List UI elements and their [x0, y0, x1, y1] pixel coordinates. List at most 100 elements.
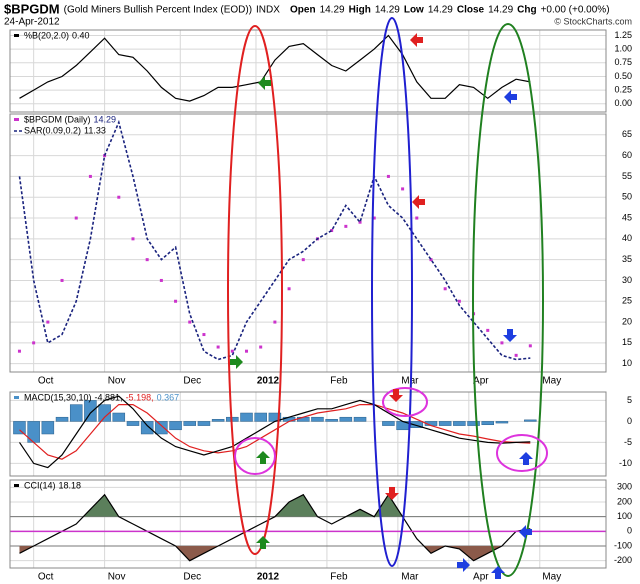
panel: -200 -100 0 100 200 300 Oct Nov Dec 2012 Feb Mar Apr…: [9, 479, 632, 583]
header-text: 14.29: [428, 5, 453, 16]
legend: $BPGDM (Daily) 14.29 SAR(0.09,0.2) 11.33: [14, 114, 116, 135]
plot-area: [19, 34, 531, 102]
y-tick-label: 40: [622, 233, 632, 243]
histogram-bar: [84, 400, 97, 422]
histogram-bar: [311, 416, 324, 422]
price-point: [443, 287, 447, 291]
y-tick-label: 35: [622, 254, 632, 264]
price-point: [429, 258, 433, 262]
x-tick-label: Oct: [38, 376, 54, 387]
y-tick-label: -100: [614, 540, 632, 550]
price-point: [372, 216, 376, 220]
price-point: [273, 320, 277, 324]
plot-area: [13, 395, 537, 469]
legend-text: MACD(15,30,10): [24, 392, 92, 402]
arrow: [457, 558, 470, 572]
histogram-bar: [197, 421, 211, 426]
y-tick-label: 50: [622, 192, 632, 202]
histogram-bar: [211, 419, 225, 422]
y-tick-label: 0: [627, 416, 632, 426]
histogram-bar: [339, 416, 353, 422]
price-point: [415, 216, 419, 220]
y-tick-label: 10: [622, 358, 632, 368]
chart-base: $BPGDM (Gold Miners Bullish Percent Index…: [4, 1, 632, 582]
header-text: INDX: [256, 5, 280, 16]
y-tick-label: 20: [622, 316, 632, 326]
series-line: [18, 119, 531, 361]
header-text: 14.29: [320, 5, 345, 16]
price-point: [230, 349, 234, 353]
histogram-bar: [126, 421, 140, 426]
y-tick-label: 1.25: [614, 30, 632, 40]
histogram-bar: [98, 404, 111, 422]
panel-frame: [9, 391, 607, 477]
cci-fill: [83, 494, 403, 517]
y-tick-label: 0.50: [614, 71, 632, 81]
y-tick-label: 0.75: [614, 57, 632, 67]
header-text: Close: [457, 5, 485, 16]
legend-swatch: [14, 396, 19, 399]
price-point: [287, 287, 291, 291]
highlight-ellipse: [227, 25, 283, 555]
arrow: [258, 76, 271, 90]
y-tick-label: -200: [614, 555, 632, 565]
y-tick-label: 55: [622, 171, 632, 181]
x-tick-label: May: [542, 376, 561, 387]
price-point: [386, 174, 390, 178]
header-text: Open: [290, 5, 316, 16]
histogram-bar: [55, 416, 69, 422]
arrow: [519, 525, 532, 539]
y-tick-label: 0.25: [614, 85, 632, 95]
legend: CCI(14) 18.18: [14, 480, 81, 490]
y-tick-label: 65: [622, 129, 632, 139]
histogram-bar: [69, 404, 83, 422]
legend-text: $BPGDM (Daily): [24, 114, 91, 124]
price-point: [188, 320, 192, 324]
y-tick-label: 200: [617, 496, 632, 506]
histogram-bar: [254, 412, 267, 422]
legend-value: 14.29: [94, 114, 117, 124]
y-tick-label: 15: [622, 337, 632, 347]
y-tick-label: 5: [627, 395, 632, 405]
price-point: [46, 320, 50, 324]
price-point: [88, 174, 92, 178]
histogram-bar: [169, 421, 182, 431]
header-text: (Gold Miners Bullish Percent Index (EOD)…: [64, 5, 252, 16]
price-point: [245, 349, 249, 353]
histogram-bar: [325, 419, 338, 422]
legend: MACD(15,30,10) -4.881, -5.198, 0.367: [14, 392, 179, 402]
series-line: [19, 404, 531, 460]
x-tick-label: May: [542, 572, 561, 583]
y-tick-label: 0: [627, 526, 632, 536]
price-point: [259, 345, 263, 349]
x-tick-label: Dec: [183, 572, 201, 583]
panel: -10 -5 0 5 MACD(15,30,10) -4.881, -5.198, 0.367: [9, 391, 632, 477]
panel: 0.00 0.25 0.50 0.75 1.00 1.25 %B(20,2.0) 0.40: [9, 29, 632, 113]
histogram-bar: [453, 421, 466, 426]
arrow: [256, 451, 270, 464]
arrow: [230, 355, 243, 369]
series-line: [19, 395, 531, 469]
histogram-bar: [481, 421, 494, 426]
arrow: [256, 536, 270, 549]
price-point: [514, 353, 518, 357]
legend-value: 0.367: [157, 392, 180, 402]
panel: 10 15 20 25 30 35 40 45 50 55 60 65 Oct Nov Dec 2012 Feb…: [9, 113, 632, 387]
legend-value: 0.40: [72, 30, 90, 40]
header-text: High: [349, 5, 371, 16]
histogram-bar: [410, 421, 424, 428]
legend-text: %B(20,2.0): [24, 30, 69, 40]
legend: %B(20,2.0) 0.40: [14, 30, 90, 40]
price-point: [330, 229, 334, 233]
panel-frame: [9, 29, 607, 113]
header-text: Low: [404, 5, 424, 16]
highlight-circle: [496, 434, 548, 472]
histogram-bar: [240, 412, 253, 422]
x-tick-label: 2012: [257, 572, 280, 583]
y-tick-label: 30: [622, 275, 632, 285]
plot-area: [17, 119, 532, 361]
legend-swatch: [14, 34, 19, 37]
highlight-circle: [382, 387, 428, 417]
price-point: [159, 278, 163, 282]
arrow: [503, 329, 517, 342]
